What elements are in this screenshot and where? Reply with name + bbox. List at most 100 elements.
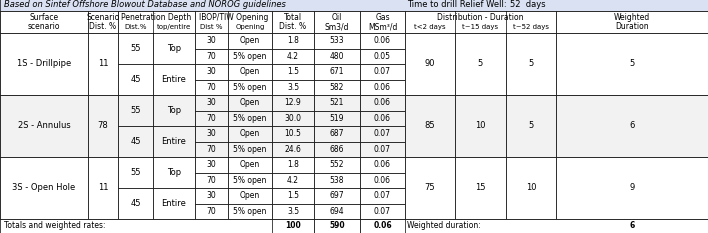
Text: Dist. %: Dist. % [89, 22, 117, 31]
Text: 1.5: 1.5 [287, 191, 299, 200]
Bar [360, 126, 405, 141]
Text: 5% open: 5% open [234, 52, 267, 61]
Bar [272, 95, 314, 110]
Bar [228, 110, 272, 126]
Text: 0.06: 0.06 [374, 176, 391, 185]
Text: Top: Top [167, 168, 181, 177]
Bar [0, 11, 88, 33]
Text: 55: 55 [130, 168, 141, 177]
Bar [0, 157, 708, 219]
Text: 70: 70 [207, 52, 217, 61]
Bar [272, 110, 314, 126]
Bar [405, 157, 455, 219]
Bar [272, 126, 314, 141]
Bar [195, 48, 228, 64]
Bar [556, 11, 708, 33]
Text: 70: 70 [207, 83, 217, 92]
Text: Entire: Entire [161, 199, 186, 208]
Bar [360, 203, 405, 219]
Bar [228, 64, 272, 79]
Bar [118, 11, 195, 33]
Bar [153, 188, 195, 219]
Bar [314, 219, 360, 233]
Text: Surface: Surface [30, 13, 59, 22]
Text: 10.5: 10.5 [285, 129, 302, 138]
Text: 45: 45 [130, 199, 141, 208]
Text: 78: 78 [98, 121, 108, 130]
Bar [195, 64, 228, 79]
Bar [153, 64, 195, 95]
Text: 0.07: 0.07 [374, 67, 391, 76]
Bar [556, 33, 708, 95]
Bar [228, 48, 272, 64]
Text: 519: 519 [330, 114, 344, 123]
Bar [360, 219, 405, 233]
Text: 10: 10 [475, 121, 486, 130]
Bar [314, 11, 360, 33]
Bar [405, 11, 556, 33]
Text: IBOP/TIW Opening: IBOP/TIW Opening [199, 13, 268, 22]
Bar [314, 203, 360, 219]
Bar [228, 172, 272, 188]
Bar [195, 203, 228, 219]
Bar [228, 157, 272, 172]
Text: 12.9: 12.9 [285, 98, 302, 107]
Text: 0.07: 0.07 [374, 207, 391, 216]
Text: 0.06: 0.06 [374, 83, 391, 92]
Bar [272, 48, 314, 64]
Bar [314, 64, 360, 79]
Text: Weighted duration:: Weighted duration: [407, 222, 481, 230]
Text: 6: 6 [629, 222, 634, 230]
Bar [455, 33, 506, 95]
Text: 30: 30 [207, 67, 217, 76]
Bar [228, 126, 272, 141]
Text: 5: 5 [528, 59, 534, 69]
Text: 5% open: 5% open [234, 83, 267, 92]
Bar [153, 157, 195, 188]
Text: 45: 45 [130, 75, 141, 84]
Bar [360, 157, 405, 172]
Text: 582: 582 [330, 83, 344, 92]
Text: 0.06: 0.06 [373, 222, 392, 230]
Bar [88, 33, 118, 95]
Text: 687: 687 [330, 129, 344, 138]
Bar [228, 33, 272, 48]
Bar [272, 172, 314, 188]
Text: Dist. %: Dist. % [280, 22, 307, 31]
Text: 697: 697 [330, 191, 344, 200]
Text: top/entire: top/entire [157, 24, 191, 30]
Text: 5% open: 5% open [234, 207, 267, 216]
Bar [228, 79, 272, 95]
Text: 5% open: 5% open [234, 145, 267, 154]
Bar [153, 95, 195, 126]
Bar [195, 126, 228, 141]
Text: Open: Open [240, 129, 260, 138]
Bar [314, 157, 360, 172]
Text: 5: 5 [478, 59, 483, 69]
Text: 0.06: 0.06 [374, 160, 391, 169]
Text: 1S - Drillpipe: 1S - Drillpipe [17, 59, 71, 69]
Bar [153, 33, 195, 64]
Bar [360, 64, 405, 79]
Bar [272, 141, 314, 157]
Bar [0, 219, 708, 233]
Text: Open: Open [240, 191, 260, 200]
Bar [314, 188, 360, 203]
Text: Open: Open [240, 98, 260, 107]
Bar [195, 11, 272, 33]
Bar [272, 219, 314, 233]
Text: Dist.%: Dist.% [124, 24, 147, 30]
Bar [455, 157, 506, 219]
Text: Top: Top [167, 106, 181, 115]
Bar [272, 188, 314, 203]
Text: 1.5: 1.5 [287, 67, 299, 76]
Bar [118, 188, 153, 219]
Text: t~52 days: t~52 days [513, 24, 549, 30]
Text: 1.8: 1.8 [287, 36, 299, 45]
Bar [360, 141, 405, 157]
Bar [195, 95, 228, 110]
Text: Time to drill Relief Well:: Time to drill Relief Well: [407, 0, 507, 9]
Bar [272, 79, 314, 95]
Text: Total: Total [284, 13, 302, 22]
Text: 671: 671 [330, 67, 344, 76]
